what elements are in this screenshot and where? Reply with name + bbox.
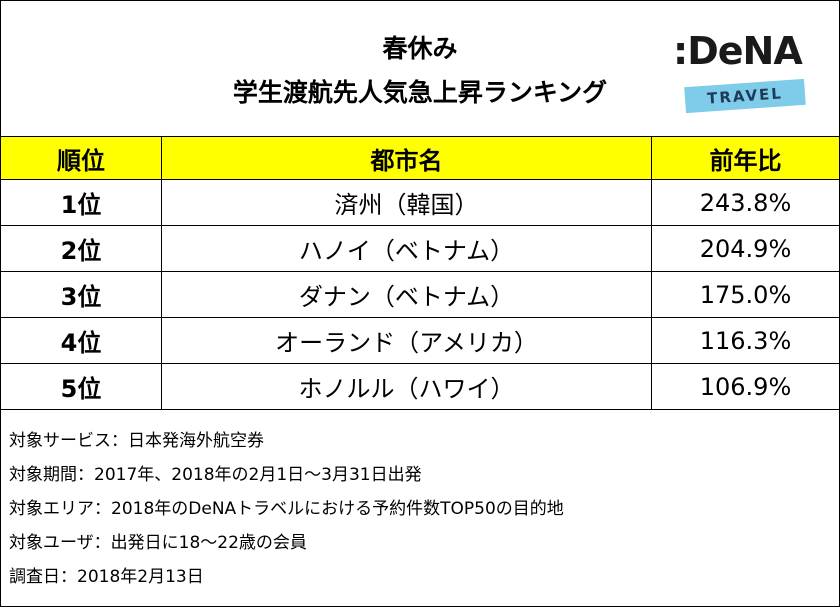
table-cell: 106.9%	[651, 363, 839, 410]
column-header: 順位	[1, 136, 162, 180]
table-row: 3位 ダナン（ベトナム） 175.0%	[1, 271, 839, 318]
table-row: 4位 オーランド（アメリカ） 116.3%	[1, 317, 839, 364]
table-cell: ダナン（ベトナム）	[161, 271, 652, 318]
note: 対象期間：2017年、2018年の2月1日～3月31日出発	[9, 465, 422, 485]
table-row: 2位 ハノイ（ベトナム） 204.9%	[1, 225, 839, 272]
table-cell: 4位	[1, 317, 162, 364]
table-cell: 116.3%	[651, 317, 839, 364]
logo-brand: :DeNA	[673, 29, 803, 73]
note: 対象エリア：2018年のDeNAトラベルにおける予約件数TOP50の目的地	[9, 499, 564, 519]
table-cell: 2位	[1, 225, 162, 272]
note: 対象サービス：日本発海外航空券	[9, 431, 264, 451]
table-cell: オーランド（アメリカ）	[161, 317, 652, 364]
logo-sub: TRAVEL	[684, 78, 806, 114]
column-header: 前年比	[651, 136, 839, 180]
title-line: 春休み	[382, 34, 458, 63]
table-cell: 175.0%	[651, 271, 839, 318]
table-cell: 204.9%	[651, 225, 839, 272]
table-cell: 済州（韓国）	[161, 179, 652, 226]
table-row: 5位 ホノルル（ハワイ） 106.9%	[1, 363, 839, 410]
table-cell: ハノイ（ベトナム）	[161, 225, 652, 272]
note: 調査日：2018年2月13日	[9, 567, 204, 587]
table-cell: 3位	[1, 271, 162, 318]
table-row: 1位 済州（韓国） 243.8%	[1, 179, 839, 226]
logo: :DeNA TRAVEL	[673, 29, 813, 119]
table-cell: 243.8%	[651, 179, 839, 226]
table-cell: 5位	[1, 363, 162, 410]
table-cell: 1位	[1, 179, 162, 226]
note: 対象ユーザ：出発日に18～22歳の会員	[9, 533, 307, 553]
column-header: 都市名	[161, 136, 652, 180]
table-cell: ホノルル（ハワイ）	[161, 363, 652, 410]
ranking-table: 順位 都市名 前年比 1位 済州（韓国） 243.8% 2位 ハノイ（ベトナム） 204.9% 3…	[1, 136, 839, 410]
header-row: 順位 都市名 前年比	[1, 136, 839, 180]
title-line: 学生渡航先人気急上昇ランキング	[232, 78, 608, 107]
